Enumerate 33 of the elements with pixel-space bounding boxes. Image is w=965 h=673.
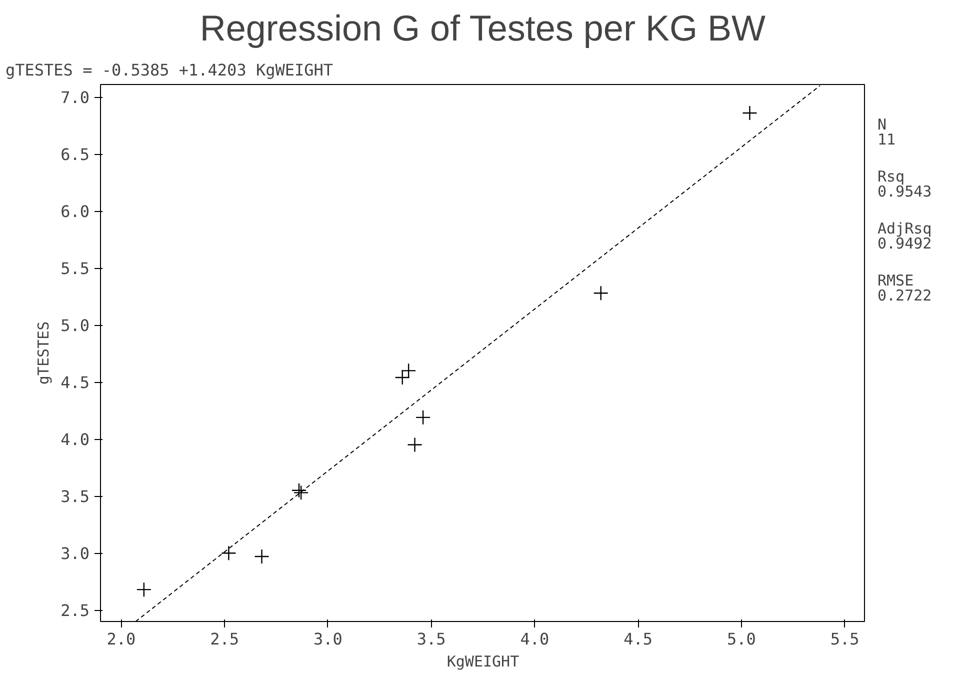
y-tick-label: 5.0	[60, 316, 90, 336]
y-tick-label: 7.0	[60, 88, 90, 108]
text: Rsq 0.9543	[878, 168, 932, 200]
point	[136, 582, 152, 598]
y-tick-label: 4.0	[60, 430, 90, 450]
x-tick-label: 5.5	[830, 630, 860, 648]
y-tick-label: 3.5	[60, 487, 90, 506]
text: AdjRsq 0.9492	[878, 220, 932, 252]
y-axis-title: gTESTES	[34, 321, 53, 385]
x-tick-label: 3.0	[313, 630, 342, 648]
text: N 11	[878, 116, 896, 148]
y-tick-label: 2.5	[60, 601, 90, 620]
y-tick-label: 6.5	[60, 145, 90, 164]
x-tick-label: 3.5	[416, 630, 446, 648]
point	[742, 105, 758, 121]
y-tick-label: 6.0	[60, 202, 90, 222]
x-tick-label: 4.0	[520, 630, 550, 648]
point	[415, 410, 431, 426]
x-tick-label: 2.0	[106, 630, 136, 648]
point	[254, 548, 270, 564]
y-tick-label: 4.5	[60, 373, 90, 392]
y-tick-label: 3.0	[60, 544, 90, 564]
chart-subtitle: gTESTES = -0.5385 +1.4203 KgWEIGHT	[6, 60, 334, 80]
y-tick-label: 5.5	[60, 259, 90, 278]
x-tick-label: 5.0	[726, 630, 756, 648]
x-tick-label: 2.5	[210, 630, 240, 648]
chart-title: Regression G of Testes per KG BW	[200, 8, 766, 48]
text: RMSE 0.2722	[878, 272, 932, 304]
x-axis-title: KgWEIGHT	[446, 652, 520, 670]
x-tick-label: 4.5	[624, 630, 653, 648]
point	[407, 437, 422, 452]
point	[593, 286, 608, 301]
point	[221, 545, 236, 561]
